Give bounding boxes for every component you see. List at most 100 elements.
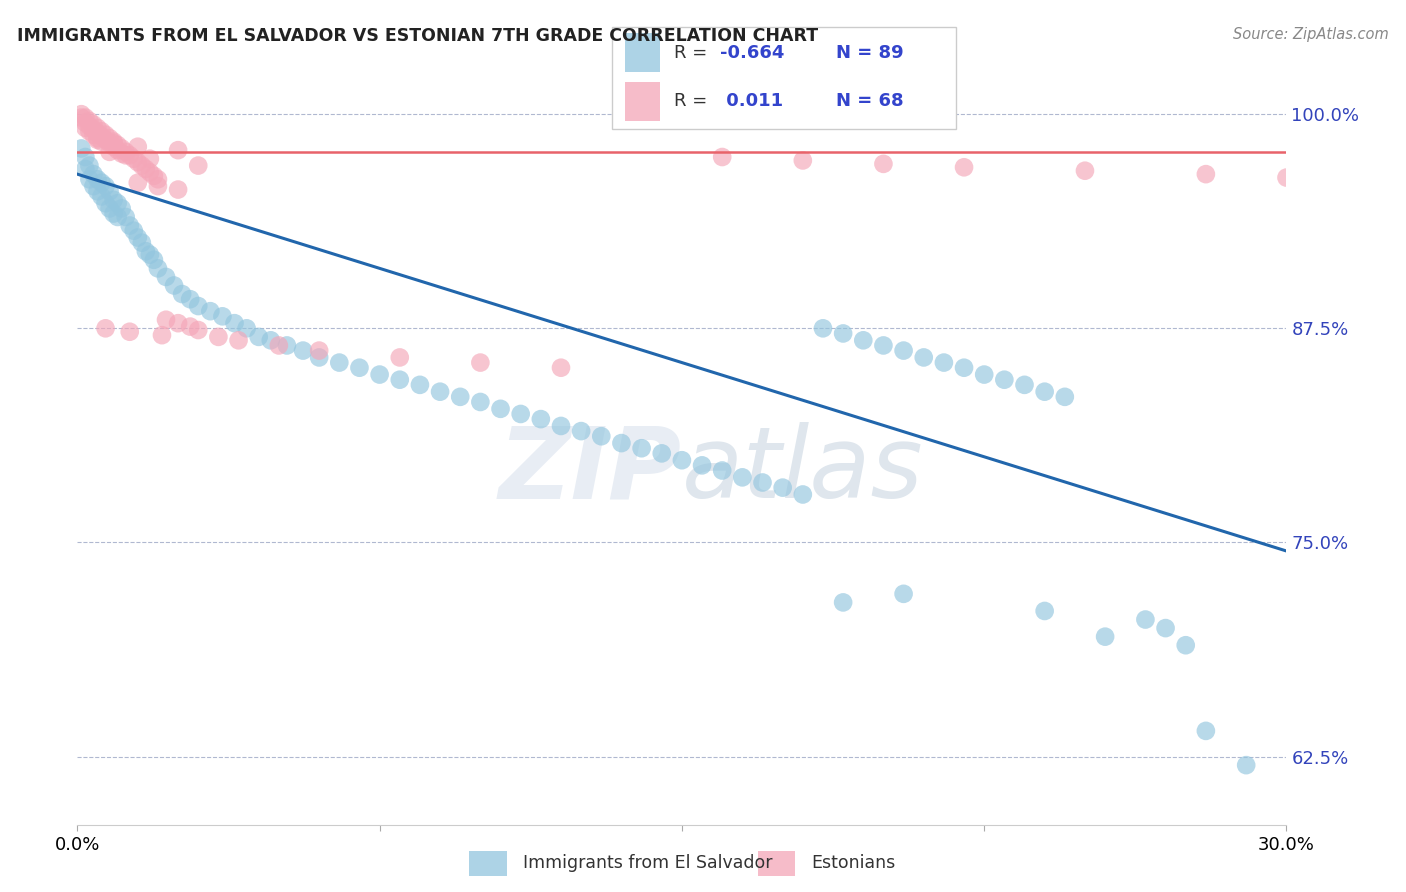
Point xyxy=(1053,390,1076,404)
Point xyxy=(235,321,257,335)
Point xyxy=(86,126,108,140)
Point xyxy=(569,424,592,438)
Point xyxy=(449,390,471,404)
Point xyxy=(90,135,112,149)
Point xyxy=(953,360,976,375)
Point xyxy=(150,328,173,343)
Point xyxy=(98,136,121,151)
Point xyxy=(114,145,136,159)
Point xyxy=(167,183,190,197)
Point xyxy=(912,351,935,365)
FancyBboxPatch shape xyxy=(612,27,956,129)
Point xyxy=(118,148,141,162)
Point xyxy=(127,230,149,244)
Point xyxy=(872,338,894,352)
Point xyxy=(651,446,673,460)
Point xyxy=(187,323,209,337)
Point xyxy=(1275,170,1298,185)
Point xyxy=(772,481,794,495)
Point xyxy=(107,196,129,211)
Point xyxy=(409,377,432,392)
Point xyxy=(111,141,134,155)
Point xyxy=(530,412,553,426)
Point xyxy=(1094,630,1116,644)
Point xyxy=(79,114,101,128)
Point xyxy=(731,470,754,484)
Point xyxy=(973,368,995,382)
Point xyxy=(90,124,112,138)
Point xyxy=(276,338,298,352)
Point xyxy=(630,441,652,455)
Bar xyxy=(470,851,506,876)
Point xyxy=(111,202,134,216)
Point xyxy=(131,235,153,250)
Point xyxy=(142,169,165,183)
Bar xyxy=(758,851,796,876)
Point xyxy=(131,159,153,173)
Point xyxy=(1174,638,1197,652)
Point xyxy=(832,326,855,341)
Point xyxy=(86,120,108,135)
Point xyxy=(167,143,190,157)
Point xyxy=(328,355,350,369)
Point xyxy=(79,119,101,133)
Point xyxy=(267,338,290,352)
Point xyxy=(711,150,734,164)
Point xyxy=(388,373,411,387)
Point xyxy=(122,224,145,238)
Point xyxy=(247,330,270,344)
Point xyxy=(75,161,97,176)
Point xyxy=(349,360,371,375)
Point xyxy=(75,111,97,125)
Point xyxy=(98,202,121,216)
Point xyxy=(127,139,149,153)
Point xyxy=(610,436,633,450)
Point xyxy=(86,172,108,186)
Point xyxy=(79,159,101,173)
Point xyxy=(94,179,117,194)
Text: N = 89: N = 89 xyxy=(835,44,903,62)
Point xyxy=(155,269,177,284)
Point xyxy=(751,475,773,490)
Point xyxy=(82,128,104,142)
Point xyxy=(163,278,186,293)
Point xyxy=(107,138,129,153)
Point xyxy=(671,453,693,467)
Point xyxy=(70,141,93,155)
Point xyxy=(103,135,125,149)
Point xyxy=(82,167,104,181)
Point xyxy=(103,139,125,153)
Point xyxy=(94,321,117,335)
Point xyxy=(550,360,572,375)
Text: 0.011: 0.011 xyxy=(720,92,783,110)
Point xyxy=(429,384,451,399)
Point xyxy=(146,172,169,186)
Point xyxy=(893,343,915,358)
Text: Immigrants from El Salvador: Immigrants from El Salvador xyxy=(523,855,772,872)
Point xyxy=(711,463,734,477)
Point xyxy=(139,247,162,261)
Point xyxy=(75,120,97,135)
Point xyxy=(98,184,121,198)
Point xyxy=(489,401,512,416)
Point xyxy=(368,368,391,382)
Text: IMMIGRANTS FROM EL SALVADOR VS ESTONIAN 7TH GRADE CORRELATION CHART: IMMIGRANTS FROM EL SALVADOR VS ESTONIAN … xyxy=(17,27,818,45)
Point xyxy=(792,487,814,501)
Point xyxy=(90,176,112,190)
Point xyxy=(86,184,108,198)
Point xyxy=(127,176,149,190)
Bar xyxy=(626,33,659,72)
Point xyxy=(509,407,531,421)
Point xyxy=(852,334,875,348)
Point xyxy=(179,292,201,306)
Point xyxy=(187,159,209,173)
Point xyxy=(146,179,169,194)
Point xyxy=(107,143,129,157)
Text: Source: ZipAtlas.com: Source: ZipAtlas.com xyxy=(1233,27,1389,42)
Point xyxy=(122,152,145,166)
Point xyxy=(142,252,165,267)
Point xyxy=(86,131,108,145)
Point xyxy=(114,148,136,162)
Point xyxy=(98,145,121,159)
Bar xyxy=(626,82,659,121)
